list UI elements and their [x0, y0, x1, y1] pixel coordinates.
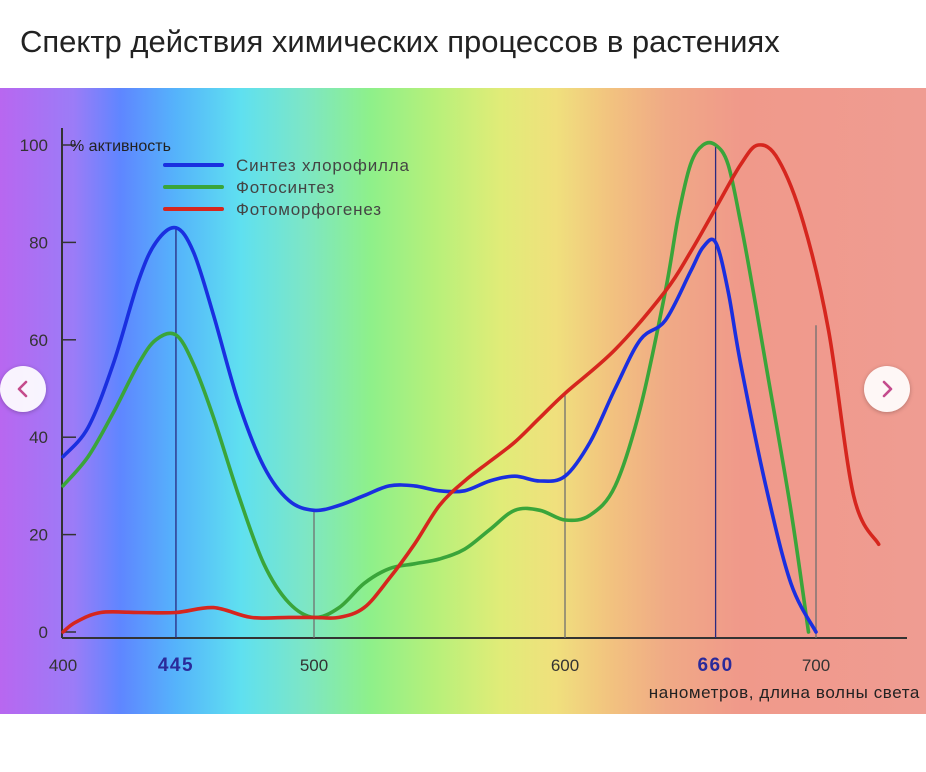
- x-tick-label: 700: [802, 656, 830, 675]
- legend-label: Фотосинтез: [236, 178, 335, 197]
- x-tick-label: 500: [300, 656, 328, 675]
- y-tick-label: 100: [20, 136, 48, 155]
- y-tick-label: 60: [29, 331, 48, 350]
- y-tick-label: 80: [29, 233, 48, 252]
- x-tick-label: 400: [49, 656, 77, 675]
- chart-title: Спектр действия химических процессов в р…: [20, 24, 780, 59]
- y-tick-label: 0: [39, 623, 48, 642]
- prev-slide-button[interactable]: [0, 366, 46, 412]
- next-slide-button[interactable]: [864, 366, 910, 412]
- x-tick-label: 660: [697, 655, 733, 676]
- y-axis-title: % активность: [70, 138, 171, 155]
- y-tick-label: 40: [29, 428, 48, 447]
- series-line-3: [61, 143, 881, 634]
- x-tick-label: 445: [158, 655, 194, 676]
- legend-label: Фотоморфогенез: [236, 200, 382, 219]
- y-tick-label: 20: [29, 526, 48, 545]
- legend-label: Синтез хлорофилла: [236, 156, 410, 175]
- chevron-left-icon: [17, 380, 28, 398]
- series-line-2: [61, 140, 811, 634]
- chevron-right-icon: [882, 380, 893, 398]
- spectrum-background: [0, 88, 926, 714]
- x-tick-label: 600: [551, 656, 579, 675]
- x-axis-title: нанометров, длина волны света: [649, 683, 920, 702]
